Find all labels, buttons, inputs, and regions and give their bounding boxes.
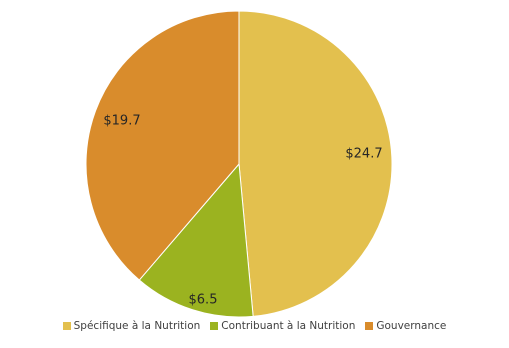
legend-label-specifique: Spécifique à la Nutrition xyxy=(73,320,201,332)
slice-specifique xyxy=(238,10,393,317)
legend-swatch-contribuant xyxy=(210,322,219,330)
legend-item-gouvernance: Gouvernance xyxy=(365,320,446,332)
legend-item-specifique: Spécifique à la Nutrition xyxy=(62,320,201,332)
data-label-gouvernance: $19.7 xyxy=(103,114,140,129)
legend-item-contribuant: Contribuant à la Nutrition xyxy=(210,320,355,332)
legend-label-contribuant: Contribuant à la Nutrition xyxy=(221,320,356,332)
slice-contribuant xyxy=(138,162,254,318)
legend: Spécifique à la Nutrition Contribuant à … xyxy=(0,320,509,332)
slice-gouvernance xyxy=(85,10,240,281)
legend-swatch-gouvernance xyxy=(365,322,374,330)
data-label-contribuant: $6.5 xyxy=(189,293,218,308)
data-label-specifique: $24.7 xyxy=(345,147,382,162)
legend-label-gouvernance: Gouvernance xyxy=(376,320,447,332)
legend-swatch-specifique xyxy=(62,322,71,330)
